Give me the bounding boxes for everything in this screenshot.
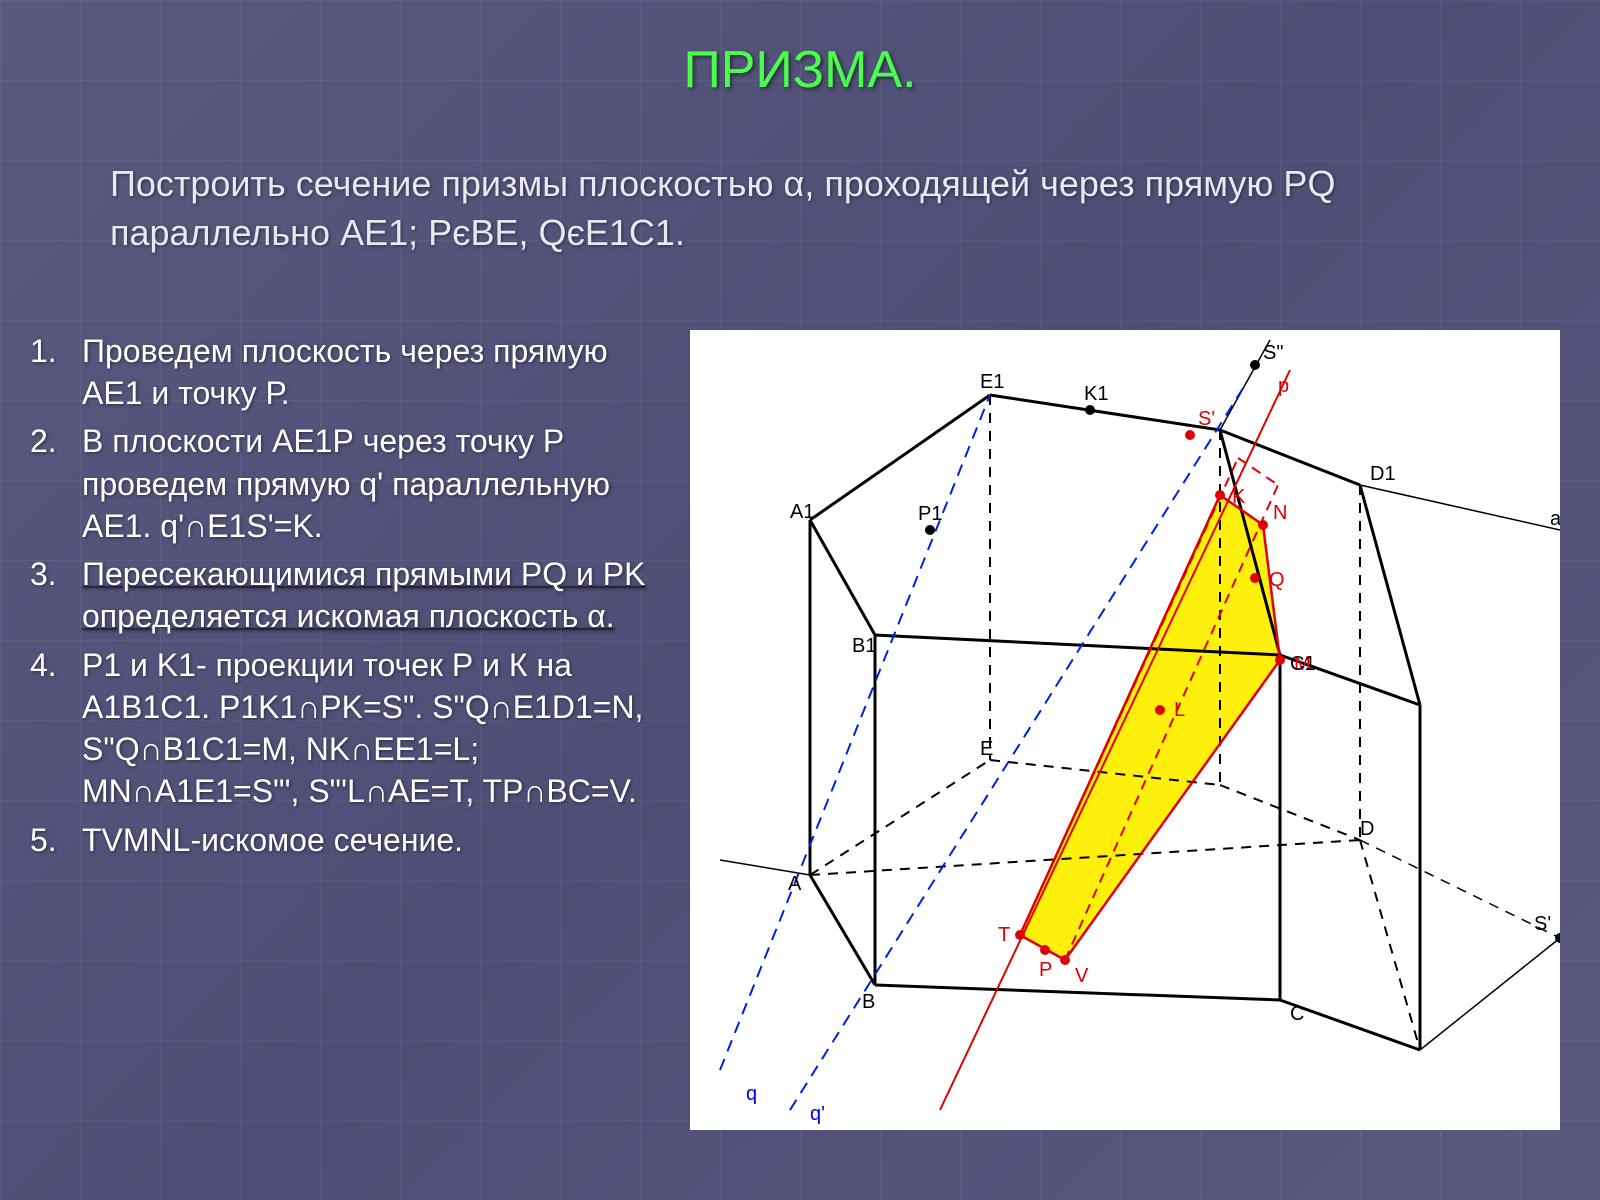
svg-text:C: C — [1290, 1003, 1304, 1025]
svg-text:S': S' — [1198, 408, 1215, 430]
solution-steps: Проведем плоскость через прямую АЕ1 и то… — [30, 330, 670, 867]
svg-text:S": S" — [1263, 342, 1283, 364]
svg-text:L: L — [1174, 699, 1185, 721]
svg-text:B1: B1 — [852, 635, 876, 657]
svg-text:D1: D1 — [1370, 463, 1396, 485]
svg-text:E: E — [980, 738, 993, 760]
step-item: P1 и K1- проекции точек Р и К на A1B1C1.… — [30, 644, 670, 813]
svg-text:a: a — [1550, 508, 1560, 530]
svg-text:q': q' — [810, 1103, 825, 1125]
page-title: ПРИЗМА. — [0, 40, 1600, 100]
step-item: Проведем плоскость через прямую АЕ1 и то… — [30, 330, 670, 414]
svg-text:A: A — [788, 873, 802, 895]
step-item: В плоскости АЕ1Р через точку Р проведем … — [30, 420, 670, 547]
step-item: TVMNL-искомое сечение. — [30, 819, 670, 861]
svg-text:V: V — [1075, 965, 1089, 987]
step-item: Пересекающимися прямыми PQ и PK определя… — [30, 553, 670, 637]
svg-text:B: B — [862, 991, 875, 1013]
svg-text:S': S' — [1534, 913, 1551, 935]
svg-text:E1: E1 — [980, 371, 1004, 393]
svg-text:K: K — [1232, 486, 1246, 508]
svg-text:T: T — [998, 924, 1010, 946]
problem-statement: Построить сечение призмы плоскостью α, п… — [110, 160, 1490, 257]
svg-text:D: D — [1360, 818, 1374, 840]
svg-text:Q: Q — [1269, 569, 1285, 591]
svg-text:C1: C1 — [1290, 653, 1316, 675]
svg-text:A1: A1 — [790, 501, 814, 523]
svg-text:q: q — [746, 1083, 757, 1105]
svg-text:N: N — [1273, 502, 1287, 524]
svg-text:P1: P1 — [918, 503, 942, 525]
geometry-diagram: TVLMNKQPS'P1K1S'S"A1E1D1B1C1AEDBCaqq'p — [690, 330, 1560, 1130]
svg-text:K1: K1 — [1084, 383, 1108, 405]
svg-text:P: P — [1039, 959, 1052, 981]
svg-text:p: p — [1278, 375, 1289, 397]
